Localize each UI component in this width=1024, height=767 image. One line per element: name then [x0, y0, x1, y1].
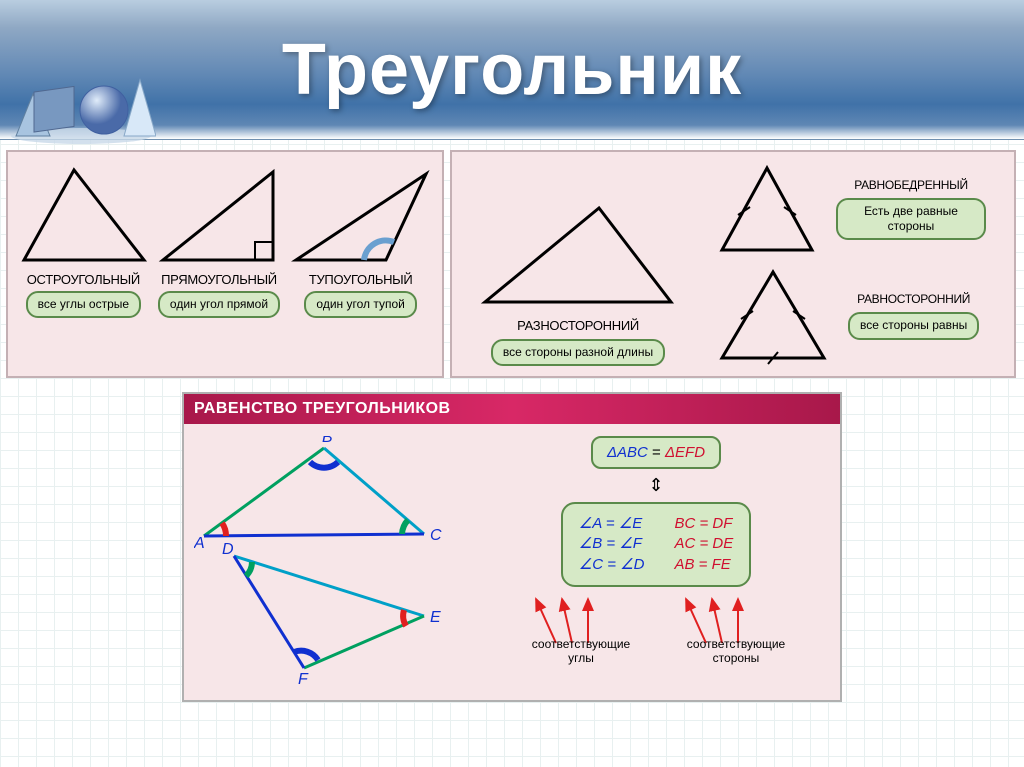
svg-text:E: E: [430, 609, 441, 626]
cell-obtuse: ТУПОУГОЛЬНЫЙ один угол тупой: [286, 160, 436, 318]
equality-formulas: ΔABC = ΔEFD ⇕ ∠A = ∠E ∠B = ∠F ∠C = ∠D BC…: [482, 436, 830, 686]
equality-header: РАВЕНСТВО ТРЕУГОЛЬНИКОВ: [184, 394, 840, 424]
desc-obtuse: один угол тупой: [304, 291, 416, 318]
equality-panel: РАВЕНСТВО ТРЕУГОЛЬНИКОВ A B C: [182, 392, 842, 702]
cell-acute: ОСТРОУГОЛЬНЫЙ все углы острые: [14, 160, 152, 318]
row-isosceles: РАВНОБЕДРЕННЫЙ Есть две равные стороны: [708, 160, 1008, 258]
label-isosceles: РАВНОБЕДРЕННЫЙ: [854, 178, 968, 192]
triangle-right-icon: [153, 160, 285, 268]
row-equilateral: РАВНОСТОРОННИЙ все стороны равны: [708, 266, 1008, 366]
svg-text:C: C: [430, 527, 442, 544]
desc-right: один угол прямой: [158, 291, 280, 318]
congruent-triangles-icon: A B C D E F: [194, 436, 474, 686]
label-acute: ОСТРОУГОЛЬНЫЙ: [27, 272, 140, 287]
triangle-isosceles-icon: [708, 160, 826, 258]
double-arrow-icon: ⇕: [648, 475, 663, 496]
caption-angles: соответствующиеуглы: [516, 637, 646, 665]
triangle-acute-icon: [14, 160, 152, 268]
label-scalene: РАЗНОСТОРОННИЙ: [517, 318, 639, 333]
panel-by-angles: ОСТРОУГОЛЬНЫЙ все углы острые ПРЯМОУГОЛЬ…: [6, 150, 444, 378]
triangle-equilateral-icon: [708, 266, 838, 366]
top-panels-row: ОСТРОУГОЛЬНЫЙ все углы острые ПРЯМОУГОЛЬ…: [0, 144, 1024, 378]
desc-isosceles: Есть две равные стороны: [836, 198, 986, 240]
equality-body: A B C D E F ΔABC =: [184, 424, 840, 700]
label-right: ПРЯМОУГОЛЬНЫЙ: [161, 272, 277, 287]
caption-arrows: соответствующиеуглы соответствующиесторо…: [506, 593, 806, 653]
equality-diagram: A B C D E F: [194, 436, 474, 686]
decor-3d-shapes-icon: [6, 36, 156, 146]
angle-triangles-row: ОСТРОУГОЛЬНЫЙ все углы острые ПРЯМОУГОЛЬ…: [14, 160, 436, 318]
svg-text:B: B: [322, 436, 333, 446]
desc-scalene: все стороны разной длины: [491, 339, 665, 366]
svg-text:D: D: [222, 541, 234, 558]
col-scalene: РАЗНОСТОРОННИЙ все стороны разной длины: [458, 160, 698, 366]
angles-sides-box: ∠A = ∠E ∠B = ∠F ∠C = ∠D BC = DF AC = DE …: [561, 502, 751, 587]
equality-wrap: РАВЕНСТВО ТРЕУГОЛЬНИКОВ A B C: [0, 392, 1024, 702]
angles-column: ∠A = ∠E ∠B = ∠F ∠C = ∠D: [579, 514, 645, 575]
desc-acute: все углы острые: [26, 291, 141, 318]
label-equilateral: РАВНОСТОРОННИЙ: [857, 292, 970, 306]
caption-sides: соответствующиестороны: [666, 637, 806, 665]
panel-by-sides: РАЗНОСТОРОННИЙ все стороны разной длины …: [450, 150, 1016, 378]
triangle-obtuse-icon: [286, 160, 436, 268]
svg-text:A: A: [194, 535, 205, 552]
label-obtuse: ТУПОУГОЛЬНЫЙ: [309, 272, 413, 287]
triangle-scalene-icon: [471, 192, 685, 312]
sides-column: BC = DF AC = DE AB = FE: [674, 514, 733, 575]
cell-right: ПРЯМОУГОЛЬНЫЙ один угол прямой: [153, 160, 285, 318]
formula-main: ΔABC = ΔEFD: [591, 436, 721, 469]
desc-equilateral: все стороны равны: [848, 312, 979, 339]
slide-header: Треугольник: [0, 0, 1024, 140]
svg-text:F: F: [298, 671, 309, 686]
